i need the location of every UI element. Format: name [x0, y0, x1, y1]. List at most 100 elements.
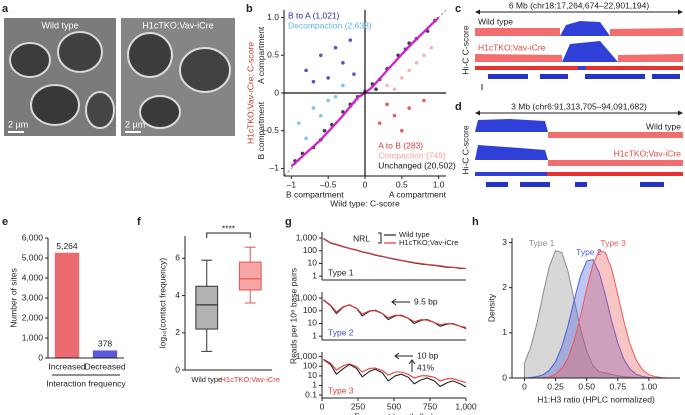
annotation: 10 bp	[417, 350, 439, 360]
y-axis-label: Reads per 10⁶ base pairs	[288, 268, 298, 364]
y-tick-label: 5,000	[22, 252, 44, 262]
y-tick-label: 100	[303, 305, 317, 315]
panel-type-label: Type 1	[328, 267, 354, 277]
micrograph-label: Wild type	[41, 20, 78, 30]
x-axis-label: H1:H3 ratio (HPLC normalized)	[537, 394, 655, 404]
point	[341, 61, 345, 65]
track-span: 3 Mb (chr6:91,313,705–94,091,682)	[511, 101, 647, 111]
point	[400, 76, 404, 80]
y-tick-label: 1	[502, 327, 507, 337]
arrow-head	[678, 110, 683, 116]
value-label: 5,264	[56, 241, 78, 251]
series-label: B to A (1,021)	[288, 10, 340, 20]
micrograph-label: H1cTKO;Vav-iCre	[142, 20, 213, 30]
x-tick-label: H1cTKO;Vav-iCre	[221, 375, 280, 384]
arrow-head	[475, 110, 480, 116]
scale-bar-label: 2 µm	[125, 119, 145, 129]
bar	[92, 350, 118, 358]
x-tick-label: Increased	[48, 361, 86, 371]
x-tick-label: 0.50	[578, 381, 595, 391]
x-tick-label: Wild type	[191, 375, 222, 384]
annotation-arrow	[391, 298, 410, 306]
annotation: NRL	[353, 233, 370, 243]
annotation: 9.5 bp	[414, 296, 438, 306]
y-tick-label: 2	[502, 282, 507, 292]
point	[319, 53, 323, 58]
point	[326, 76, 330, 80]
y-tick-label: 1,000	[296, 292, 318, 302]
value-label: 378	[98, 339, 112, 349]
arrow-head	[475, 9, 480, 15]
x-tick-label: 1.0	[433, 179, 445, 189]
y-region-label: B compartment	[256, 101, 266, 159]
y-tick-label: 10	[308, 370, 318, 380]
x-tick-label: 750	[423, 401, 437, 411]
gene-track	[575, 182, 587, 187]
track-label: Wild type	[646, 121, 681, 131]
point	[385, 102, 389, 107]
y-tick-label: 1,000	[22, 332, 44, 342]
panel-label: g	[285, 216, 292, 228]
point	[407, 106, 411, 110]
bar	[54, 252, 80, 358]
panel-label: h	[472, 216, 479, 228]
y-tick-label: 0	[502, 372, 507, 382]
legend-label: H1cTKO;Vav-iCre	[399, 238, 458, 247]
panel-label: a	[2, 3, 9, 15]
series-line	[323, 359, 467, 388]
point	[311, 106, 316, 110]
y-tick-label: –0.5	[262, 125, 279, 135]
track-area	[618, 54, 683, 62]
arrow-head	[678, 9, 683, 15]
x-tick-label: 0	[363, 179, 368, 189]
track-area	[610, 28, 683, 36]
point	[429, 45, 434, 50]
point	[377, 121, 382, 125]
series-label: Decompaction (2,638)	[288, 20, 372, 30]
annotation-arrow	[394, 352, 413, 360]
point	[341, 83, 345, 88]
point	[311, 79, 316, 84]
series-label: Type 2	[576, 247, 602, 257]
x-tick-label: 250	[351, 401, 365, 411]
point	[333, 94, 338, 99]
track-axis-label: Hi-C C-score	[460, 125, 470, 174]
point	[348, 38, 353, 42]
x-tick-label: 0	[522, 381, 527, 391]
point	[352, 72, 356, 76]
track-area	[562, 41, 618, 62]
annotation: 41%	[417, 362, 434, 372]
point	[326, 98, 330, 103]
track-panel: 3 Mb (chr6:91,313,705–94,091,682) Hi-C C…	[460, 101, 683, 187]
point	[333, 45, 338, 50]
y-tick-label: 100	[303, 245, 317, 255]
panel-label: d	[455, 101, 462, 113]
point	[407, 68, 411, 73]
y-tick-label: 2	[175, 327, 180, 337]
compartment-bar	[475, 172, 547, 176]
y-axis-label: Density	[486, 293, 496, 322]
y-tick-label: 1,000	[296, 351, 318, 361]
y-tick-label: 10	[308, 318, 318, 328]
y-axis-label: Number of sites	[8, 268, 18, 328]
significance-label: ****	[222, 223, 236, 233]
significance-bracket	[206, 232, 251, 238]
scale-bar-label: 2 µm	[8, 119, 28, 129]
series-label: A to B (283)	[378, 140, 423, 150]
gene-track	[488, 74, 528, 79]
panel-type-label: Type 3	[328, 385, 354, 395]
point	[392, 113, 397, 118]
series-line	[323, 237, 467, 270]
x-tick-label: –0.5	[320, 179, 337, 189]
point	[319, 113, 323, 118]
x-tick-label: 500	[387, 401, 401, 411]
y-tick-label: –1	[270, 163, 280, 173]
track-label: H1cTKO;Vav-iCre	[478, 42, 546, 52]
x-region-label: A compartment	[389, 189, 447, 199]
y-tick-label: 10	[308, 258, 318, 268]
gene-track	[652, 74, 680, 79]
point	[304, 68, 308, 73]
y-tick-label: 1,000	[296, 232, 318, 242]
x-tick-label: 1,000	[455, 401, 477, 411]
